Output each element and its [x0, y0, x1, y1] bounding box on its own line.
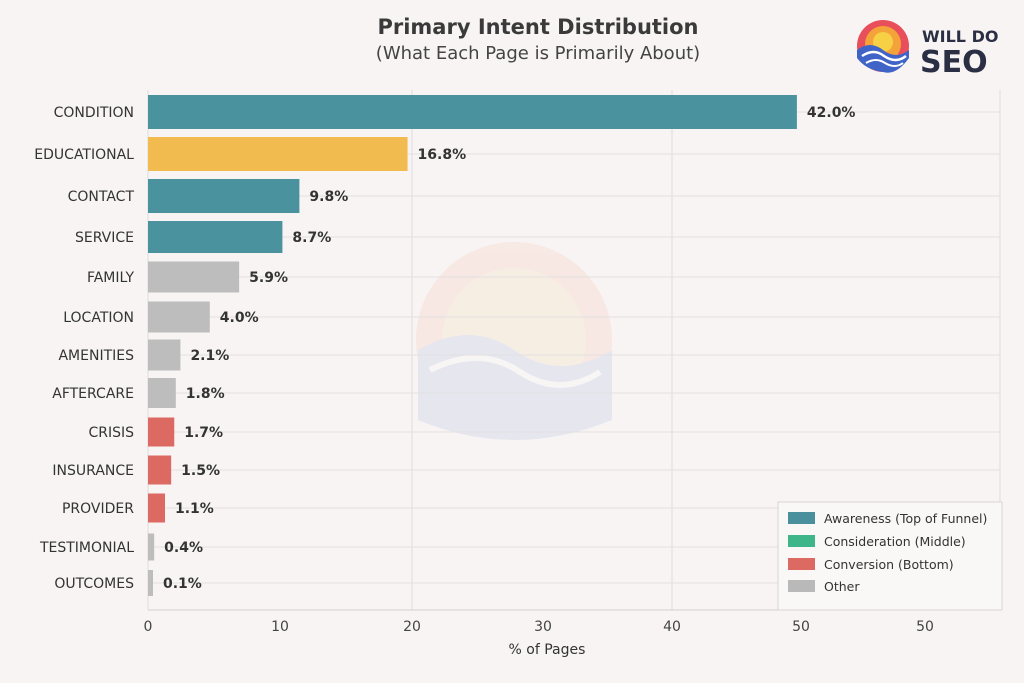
x-tick-labels: 0 10 20 30 40 50 50 [144, 619, 934, 635]
legend: Awareness (Top of Funnel) Consideration … [777, 501, 1003, 611]
value-label-insurance: 1.5% [181, 463, 220, 479]
category-label-aftercare: AFTERCARE [52, 386, 134, 402]
legend-swatch-awareness [788, 512, 815, 524]
x-tick-label-5: 50 [792, 619, 810, 635]
value-label-crisis: 1.7% [184, 425, 223, 441]
value-label-provider: 1.1% [175, 501, 214, 517]
x-tick-label-1: 10 [271, 619, 289, 635]
legend-label-consideration: Consideration (Middle) [824, 534, 966, 549]
logo-text-top: WILL DO [922, 27, 998, 46]
category-label-contact: CONTACT [68, 189, 135, 205]
legend-label-conversion: Conversion (Bottom) [824, 557, 954, 572]
x-tick-label-2: 20 [403, 619, 421, 635]
category-label-service: SERVICE [75, 230, 134, 246]
bars [148, 95, 797, 596]
value-labels: 42.0% 16.8% 9.8% 8.7% 5.9% 4.0% 2.1% 1.8% 1.7% 1.… [163, 105, 855, 592]
bar-insurance [148, 455, 172, 485]
bar-outcomes [148, 570, 153, 596]
bar-educational [148, 137, 408, 171]
bar-testimonial [148, 533, 155, 561]
x-tick-label-6: 50 [916, 619, 934, 635]
value-label-family: 5.9% [249, 270, 288, 286]
category-label-educational: EDUCATIONAL [34, 147, 134, 163]
category-label-condition: CONDITION [54, 105, 134, 121]
category-labels: CONDITION EDUCATIONAL CONTACT SERVICE FAMILY… [34, 105, 134, 592]
bar-contact [148, 179, 300, 213]
bar-amenities [148, 339, 181, 371]
category-label-location: LOCATION [63, 310, 134, 326]
logo-text-bottom: SEO [920, 45, 988, 80]
value-label-service: 8.7% [292, 230, 331, 246]
chart-title: Primary Intent Distribution [377, 15, 698, 39]
value-label-contact: 9.8% [309, 189, 348, 205]
value-label-outcomes: 0.1% [163, 576, 202, 592]
value-label-location: 4.0% [220, 310, 259, 326]
x-axis-label: % of Pages [509, 642, 586, 658]
bar-condition [148, 95, 797, 129]
legend-swatch-conversion [788, 558, 815, 570]
x-tick-label-3: 30 [534, 619, 552, 635]
legend-swatch-consideration [788, 535, 815, 547]
bar-family [148, 261, 240, 293]
value-label-amenities: 2.1% [190, 348, 229, 364]
brand-logo: WILL DO SEO [857, 20, 998, 80]
grid-lines [147, 90, 1001, 611]
category-label-testimonial: TESTIMONIAL [39, 540, 134, 556]
category-label-insurance: INSURANCE [52, 463, 134, 479]
category-label-crisis: CRISIS [88, 425, 134, 441]
category-label-amenities: AMENITIES [58, 348, 134, 364]
category-label-provider: PROVIDER [62, 501, 134, 517]
watermark-logo-icon [416, 242, 612, 440]
legend-label-other: Other [824, 579, 860, 594]
x-tick-label-4: 40 [663, 619, 681, 635]
bar-aftercare [148, 378, 176, 408]
value-label-condition: 42.0% [807, 105, 856, 121]
bar-location [148, 301, 210, 333]
legend-box [777, 501, 1003, 611]
legend-label-awareness: Awareness (Top of Funnel) [824, 511, 987, 526]
value-label-educational: 16.8% [418, 147, 467, 163]
chart-subtitle: (What Each Page is Primarily About) [376, 43, 700, 64]
bar-service [148, 221, 283, 253]
bar-crisis [148, 417, 175, 447]
bar-provider [148, 493, 165, 523]
value-label-testimonial: 0.4% [164, 540, 203, 556]
logo-icon [857, 20, 909, 73]
x-tick-label-0: 0 [144, 619, 153, 635]
category-label-family: FAMILY [87, 270, 134, 286]
legend-swatch-other [788, 580, 815, 592]
category-label-outcomes: OUTCOMES [54, 576, 134, 592]
value-label-aftercare: 1.8% [186, 386, 225, 402]
